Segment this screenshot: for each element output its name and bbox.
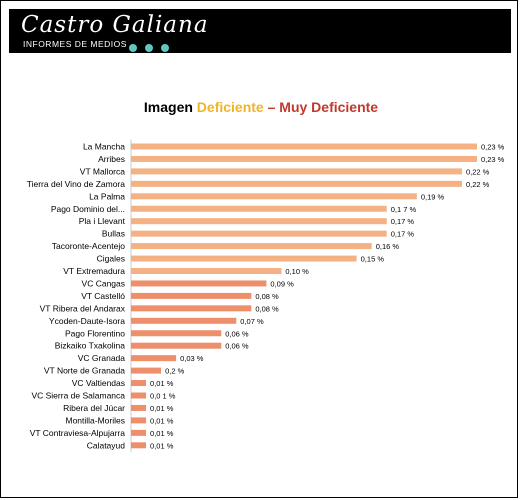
value-label: 0,23 % [481,143,505,152]
bar [131,143,477,150]
value-label: 0,01 % [150,404,174,413]
category-label: Calatayud [87,440,126,450]
bar [131,317,237,324]
bar [131,429,147,436]
logo-dot-3 [161,44,169,52]
value-label: 0,15 % [361,255,385,264]
category-label: Bullas [102,229,125,239]
category-label: Arribes [98,154,125,164]
value-label: 0,22 % [466,167,490,176]
bar [131,205,387,212]
value-label: 0,19 % [421,192,445,201]
logo-dots [129,39,177,52]
chart-title-part-dash: – [263,99,280,115]
value-label: 0,01 % [150,416,174,425]
category-label: VT Ribera del Andarax [40,303,126,313]
value-label: 0,1 7 % [391,205,417,214]
bar [131,218,387,225]
header-banner: Castro Galiana INFORMES DE MEDIOS [9,9,511,53]
value-label: 0,08 % [255,304,279,313]
value-label: 0,17 % [391,217,415,226]
category-label: Montilla-Moriles [65,415,125,425]
logo-dot-2 [145,44,153,52]
category-label: Ycoden-Daute-Isora [49,316,125,326]
logo-name: Castro Galiana [21,12,209,38]
bar [131,193,417,200]
bar [131,380,147,387]
bar [131,342,222,349]
category-label: La Mancha [83,142,125,152]
category-label: Cigales [97,254,125,264]
category-label: VT Norte de Granada [44,366,125,376]
category-label: Tacoronte-Acentejo [52,241,126,251]
value-label: 0,0 1 % [150,392,176,401]
category-label: VC Granada [78,353,126,363]
category-label: VC Sierra de Salamanca [31,391,125,401]
chart-title-part-imagen: Imagen [143,99,197,115]
bar [131,355,177,362]
category-label: Pla i Llevant [79,216,126,226]
bar [131,442,147,449]
bar [131,168,462,175]
bar [131,305,252,312]
category-label: Tierra del Vino de Zamora [27,179,126,189]
category-label: VT Contraviesa-Alpujarra [30,428,126,438]
bar [131,280,267,287]
bar [131,367,162,374]
bar [131,330,222,337]
bar [131,392,147,399]
bar [131,417,147,424]
value-label: 0,10 % [285,267,309,276]
category-label: VC Valtiendas [72,378,125,388]
value-label: 0,06 % [225,342,249,351]
category-label: VT Castelló [81,291,125,301]
value-label: 0,01 % [150,441,174,450]
category-label: Ribera del Júcar [63,403,125,413]
category-label: Pago Dominio del... [51,204,125,214]
category-label: VT Mallorca [80,166,125,176]
value-label: 0,2 % [165,367,185,376]
bar [131,180,462,187]
value-label: 0,06 % [225,329,249,338]
bar [131,230,387,237]
bar [131,292,252,299]
logo-subtitle: INFORMES DE MEDIOS [23,39,127,49]
category-label: Bizkaiko Txakolina [55,341,126,351]
category-label: VT Extremadura [63,266,125,276]
bar [131,404,147,411]
bar [131,255,357,262]
bar [131,243,372,250]
value-label: 0,17 % [391,230,415,239]
category-label: La Palma [89,191,125,201]
category-label: VC Cangas [82,278,125,288]
chart-title-part-deficiente: Deficiente [196,99,264,115]
value-label: 0,08 % [255,292,279,301]
value-label: 0,01 % [150,379,174,388]
value-label: 0,23 % [481,155,505,164]
value-label: 0,03 % [180,354,204,363]
value-label: 0,07 % [240,317,264,326]
chart-title-part-muy-deficiente: Muy Deficiente [279,99,379,115]
category-label: Pago Florentino [65,328,125,338]
logo-dot-1 [129,44,137,52]
value-label: 0,01 % [150,429,174,438]
value-label: 0,16 % [376,242,400,251]
chart-title: Imagen Deficiente – Muy Deficiente [1,99,520,115]
value-label: 0,09 % [270,279,294,288]
bar [131,268,282,274]
value-label: 0,22 % [466,180,490,189]
bar [131,155,477,162]
